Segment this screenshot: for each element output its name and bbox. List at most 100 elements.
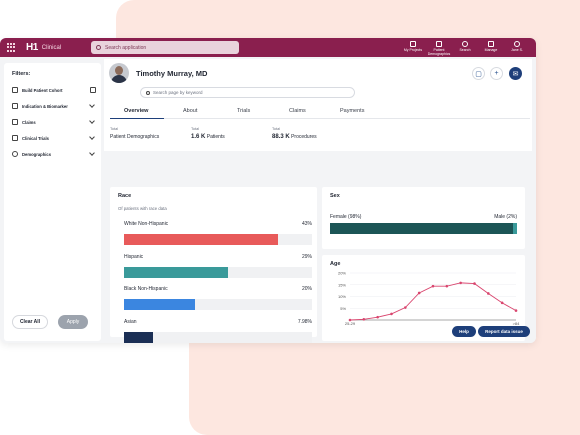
app-window: H1 Clinical Search application My Projec… [0, 38, 536, 343]
race-title: Race [118, 193, 132, 199]
y-tick-label: 20% [338, 271, 346, 276]
page-search-input[interactable]: Search page by keyword [140, 87, 355, 98]
stat-demographics: Total Patient Demographics [110, 127, 159, 140]
tab-trials[interactable]: Trials [237, 108, 251, 114]
age-data-point[interactable] [376, 315, 379, 319]
nav-search[interactable]: Search [452, 39, 478, 56]
stat-number: 1.6 K [191, 134, 206, 140]
filter-indication-biomarker[interactable]: Indication & Biomarker [12, 102, 96, 109]
globe-icon [12, 151, 18, 157]
help-button[interactable]: Help [452, 326, 476, 337]
top-nav: My Projects Patient Demographics Search … [400, 39, 530, 56]
race-bar-track [124, 266, 312, 278]
age-data-point[interactable] [514, 309, 518, 312]
biomarker-icon [12, 103, 18, 109]
active-tab-indicator [110, 117, 164, 119]
nav-user[interactable]: Jane S. [504, 39, 530, 56]
sex-card: Sex Female (98%) Male (2%) [322, 187, 525, 249]
stat-value: 88.3 K Procedures [272, 134, 317, 140]
stat-label: Total [191, 127, 200, 131]
race-bar-fill [124, 266, 228, 278]
filter-build-patient-cohort[interactable]: Build Patient Cohort [12, 87, 96, 93]
age-data-point[interactable] [348, 318, 352, 322]
race-bar-track [124, 299, 312, 310]
stat-unit: Patient Demographics [110, 134, 160, 140]
search-icon [146, 90, 150, 95]
tab-claims[interactable]: Claims [289, 108, 306, 114]
filter-clinical-trials[interactable]: Clinical Trials [12, 134, 96, 141]
trials-icon [12, 135, 18, 141]
chevron-down-icon[interactable] [89, 102, 95, 108]
race-subtitle: Of patients with race data [118, 206, 167, 211]
x-tick-label: >84 [513, 321, 521, 326]
race-label: Hispanic [124, 253, 144, 260]
mail-icon[interactable]: ✉ [509, 67, 522, 80]
patient-icon [436, 41, 442, 47]
nav-label: My Projects [403, 48, 423, 52]
age-data-point[interactable] [459, 281, 462, 285]
nav-label: Patient Demographics [427, 48, 451, 56]
product-name: Clinical [41, 44, 62, 51]
filter-claims[interactable]: Claims [12, 118, 96, 125]
main-panel: Timothy Murray, MD ▢ + ✉ Search page by … [104, 57, 536, 343]
filter-label: Indication & Biomarker [22, 103, 68, 109]
female-bar-fill [330, 223, 514, 234]
chevron-down-icon[interactable] [89, 118, 95, 124]
age-line-chart: 20% 15% 10% 5% 25-29 >84 [338, 271, 521, 327]
race-value: 29% [301, 253, 312, 260]
filters-title: Filters: [12, 71, 31, 77]
external-link-icon[interactable] [90, 87, 96, 93]
stat-unit: Patients [206, 134, 225, 140]
female-label: Female (98%) [330, 214, 362, 220]
projects-icon [410, 41, 416, 47]
manage-icon [488, 41, 494, 47]
claims-icon [12, 119, 18, 125]
race-bar-track [124, 234, 312, 245]
nav-patient-demographics[interactable]: Patient Demographics [426, 39, 452, 56]
h1-logo[interactable]: H1 [26, 42, 38, 53]
race-value: 7.98% [297, 318, 312, 325]
race-bar-fill [124, 331, 153, 343]
stat-value: 1.6 K Patients [191, 134, 225, 140]
race-value: 20% [301, 286, 312, 292]
stat-patients: Total 1.6 K Patients [191, 127, 225, 140]
age-data-point[interactable] [362, 317, 366, 321]
stat-unit: Procedures [291, 134, 317, 140]
chevron-down-icon[interactable] [89, 150, 95, 156]
age-data-point[interactable] [445, 284, 449, 288]
report-data-issue-button[interactable]: Report data issue [478, 326, 530, 337]
doctor-name: Timothy Murray, MD [136, 69, 208, 78]
age-data-point[interactable] [473, 282, 476, 285]
apps-grid-icon[interactable] [7, 42, 17, 53]
age-data-point[interactable] [404, 306, 407, 309]
race-label: White Non-Hispanic [124, 221, 169, 227]
clear-all-button[interactable]: Clear All [12, 315, 48, 329]
filter-demographics[interactable]: Demographics [12, 150, 96, 157]
nav-my-projects[interactable]: My Projects [400, 39, 426, 56]
add-icon[interactable]: + [490, 67, 503, 80]
cohort-icon [12, 87, 18, 93]
age-data-point[interactable] [487, 292, 490, 295]
nav-manage[interactable]: Manage [478, 39, 504, 56]
sex-title: Sex [330, 193, 340, 199]
tab-overview[interactable]: Overview [124, 108, 149, 114]
age-data-point[interactable] [417, 291, 421, 295]
page-search-placeholder: Search page by keyword [153, 90, 203, 95]
nav-label: Jane S. [511, 48, 523, 52]
age-data-point[interactable] [500, 301, 504, 305]
filter-label: Build Patient Cohort [22, 87, 63, 93]
y-tick-label: 5% [340, 306, 346, 311]
stat-number: 88.3 K [272, 134, 290, 140]
age-data-point[interactable] [431, 284, 435, 288]
x-tick-label: 25-29 [345, 321, 356, 326]
apply-button[interactable]: Apply [58, 315, 88, 329]
chevron-down-icon[interactable] [89, 134, 95, 140]
bookmark-icon[interactable]: ▢ [472, 67, 485, 80]
tab-payments[interactable]: Payments [340, 108, 365, 114]
app-search-input[interactable]: Search application [91, 41, 239, 54]
age-data-point[interactable] [390, 312, 393, 316]
tab-about[interactable]: About [183, 108, 198, 114]
avatar [109, 63, 129, 83]
search-icon [462, 41, 468, 47]
overview-content: Race Of patients with race data White No… [104, 151, 536, 343]
